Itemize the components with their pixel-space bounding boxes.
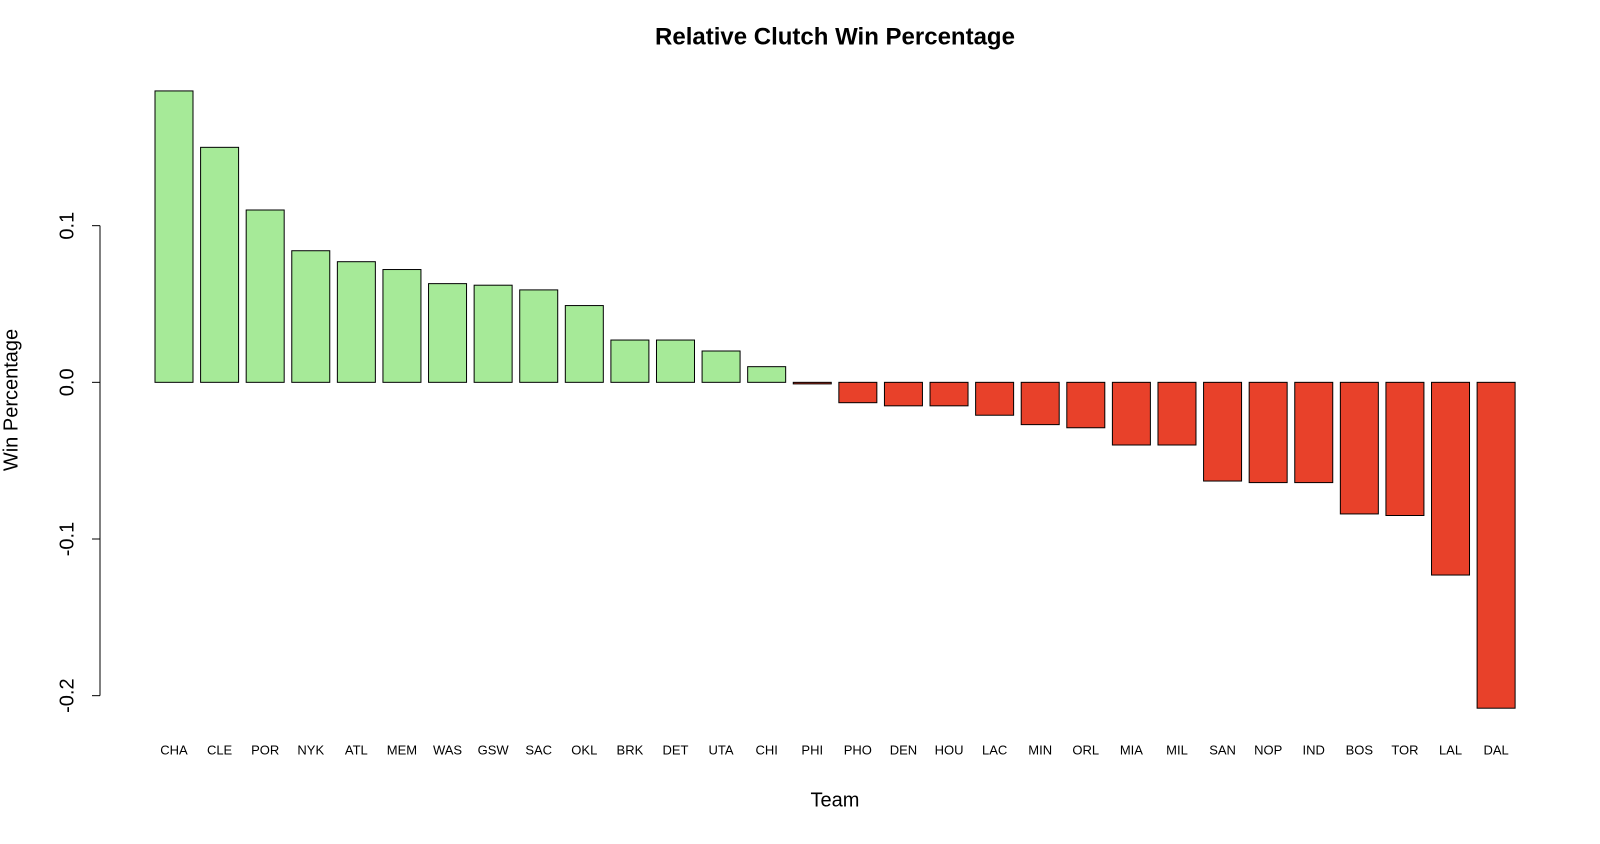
bar (1431, 381, 1471, 576)
x-tick-label: LAL (1439, 742, 1462, 757)
bar (428, 283, 468, 383)
bar (564, 305, 604, 383)
bar (838, 381, 878, 404)
x-tick-label: SAN (1209, 742, 1236, 757)
x-tick-label: DET (662, 742, 688, 757)
x-axis-title: Team (811, 789, 860, 811)
x-tick-label: BOS (1346, 742, 1374, 757)
x-tick-label: DEN (890, 742, 917, 757)
bar (929, 381, 969, 407)
bar (200, 146, 240, 383)
x-tick-label: PHI (801, 742, 823, 757)
bar (245, 209, 285, 383)
x-tick-label: UTA (709, 742, 734, 757)
bar (154, 90, 194, 383)
chart-title: Relative Clutch Win Percentage (655, 23, 1015, 50)
bar (747, 366, 787, 383)
bar (336, 261, 376, 383)
x-tick-label: POR (251, 742, 279, 757)
x-tick-label: OKL (571, 742, 597, 757)
bar (519, 289, 559, 383)
bar (701, 350, 741, 383)
bar (792, 381, 832, 385)
bar (1476, 381, 1516, 709)
x-tick-label: MIN (1028, 742, 1052, 757)
x-tick-label: HOU (935, 742, 964, 757)
y-tick-label: -0.1 (56, 522, 78, 556)
bar (1157, 381, 1197, 446)
x-tick-label: SAC (525, 742, 552, 757)
x-tick-label: TOR (1391, 742, 1418, 757)
bar (1248, 381, 1288, 484)
x-tick-label: NOP (1254, 742, 1282, 757)
y-tick-label: -0.2 (56, 678, 78, 712)
x-tick-label: ORL (1072, 742, 1099, 757)
x-tick-label: ATL (345, 742, 368, 757)
x-tick-label: CHA (160, 742, 188, 757)
x-tick-label: PHO (844, 742, 872, 757)
bar (1020, 381, 1060, 426)
x-tick-label: MEM (387, 742, 417, 757)
bar (1111, 381, 1151, 446)
y-axis-title: Win Percentage (0, 329, 22, 471)
bar (883, 381, 923, 407)
x-tick-label: NYK (297, 742, 324, 757)
x-tick-label: CLE (207, 742, 233, 757)
x-tick-label: MIA (1120, 742, 1143, 757)
bar (655, 339, 695, 383)
x-tick-label: BRK (617, 742, 644, 757)
bar (1385, 381, 1425, 517)
bar (291, 250, 331, 383)
x-tick-label: DAL (1483, 742, 1508, 757)
bar (1066, 381, 1106, 429)
bar (975, 381, 1015, 416)
x-tick-label: CHI (755, 742, 777, 757)
x-tick-label: MIL (1166, 742, 1188, 757)
y-tick-label: 0.0 (56, 368, 78, 396)
x-tick-label: GSW (478, 742, 510, 757)
bar (473, 284, 513, 383)
bar (382, 269, 422, 383)
x-tick-label: WAS (433, 742, 462, 757)
bar (1339, 381, 1379, 515)
bar (1203, 381, 1243, 482)
x-tick-label: IND (1303, 742, 1325, 757)
y-tick-label: 0.1 (56, 212, 78, 240)
x-tick-label: LAC (982, 742, 1007, 757)
bar (1294, 381, 1334, 484)
bar (610, 339, 650, 383)
